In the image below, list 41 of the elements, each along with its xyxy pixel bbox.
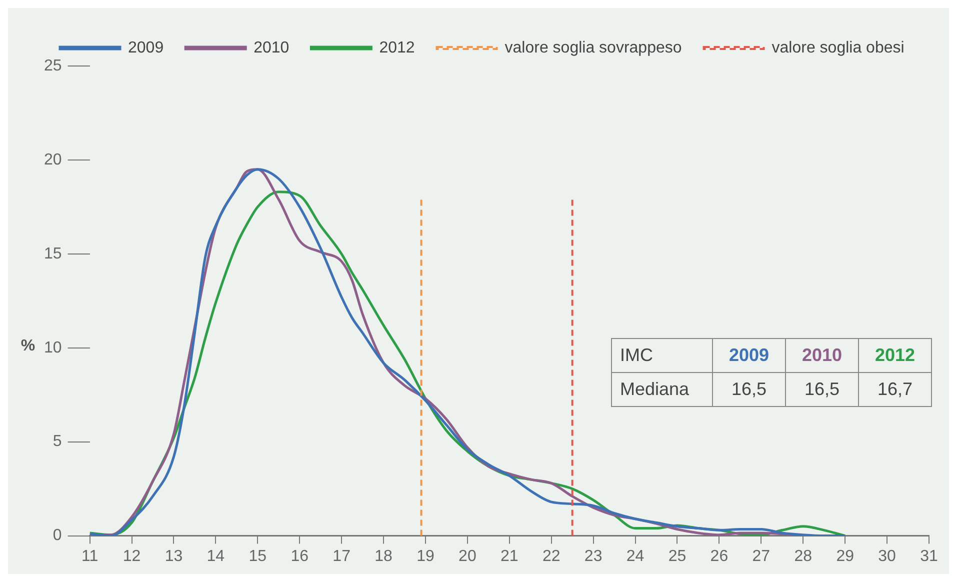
x-tick-label: 22 bbox=[542, 548, 560, 565]
y-axis-title: % bbox=[20, 337, 36, 354]
text: 2010 bbox=[802, 345, 842, 365]
legend-label: 2010 bbox=[254, 39, 290, 56]
x-tick-label: 19 bbox=[416, 548, 434, 565]
x-tick-label: 29 bbox=[836, 548, 854, 565]
x-tick-label: 30 bbox=[878, 548, 896, 565]
legend-label: 2012 bbox=[379, 39, 415, 56]
y-tick-label: 25 bbox=[44, 57, 62, 74]
annotation: 16,7 bbox=[858, 372, 932, 406]
x-tick-label: 23 bbox=[584, 548, 602, 565]
y-tick-label: 20 bbox=[44, 151, 62, 168]
x-tick-label: 14 bbox=[206, 548, 225, 565]
x-tick-label: 24 bbox=[626, 548, 644, 565]
text: 2009 bbox=[728, 345, 770, 365]
annotation: 16,5 bbox=[712, 372, 786, 406]
x-tick-label: 12 bbox=[122, 548, 141, 565]
x-tick-label: 16 bbox=[290, 548, 309, 565]
x-tick-label: 20 bbox=[458, 548, 476, 565]
y-tick-label: 10 bbox=[44, 339, 62, 356]
legend-label: 2009 bbox=[128, 39, 164, 56]
x-tick-label: 31 bbox=[920, 548, 938, 565]
x-tick-label: 15 bbox=[248, 548, 267, 565]
x-tick-label: 25 bbox=[668, 548, 686, 565]
legend-label: valore soglia sovrappeso bbox=[504, 39, 682, 56]
y-tick-label: 15 bbox=[44, 245, 62, 262]
x-tick-label: 17 bbox=[332, 548, 351, 565]
x-tick-label: 18 bbox=[374, 548, 393, 565]
x-tick-label: 11 bbox=[81, 548, 98, 565]
y-tick-label: 0 bbox=[52, 527, 62, 544]
x-tick-label: 21 bbox=[500, 548, 518, 565]
text: 2012 bbox=[874, 345, 916, 365]
x-tick-label: 27 bbox=[752, 548, 770, 565]
annotation: Mediana bbox=[612, 372, 712, 406]
x-tick-label: 26 bbox=[710, 548, 728, 565]
y-tick-label: 5 bbox=[52, 433, 62, 450]
x-tick-label: 13 bbox=[164, 548, 183, 565]
annotation: 16,5 bbox=[786, 372, 858, 406]
annotation: IMC bbox=[612, 338, 712, 372]
x-tick-label: 28 bbox=[794, 548, 812, 565]
legend-label: valore soglia obesi bbox=[772, 39, 904, 56]
